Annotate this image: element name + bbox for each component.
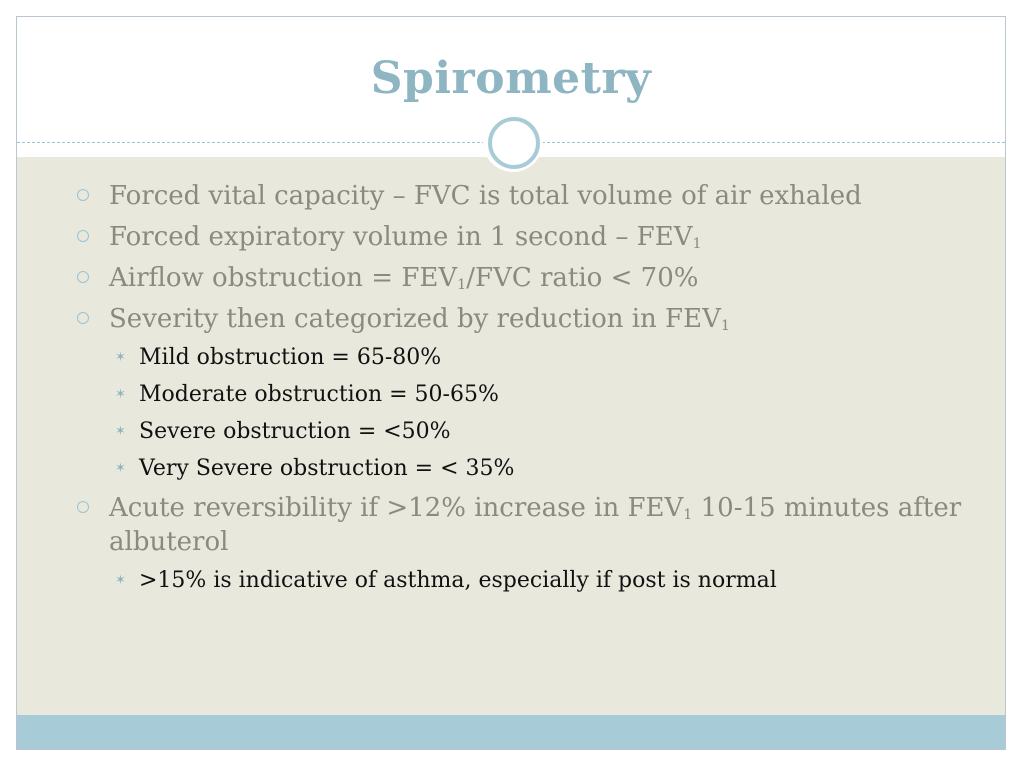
bullet-item: Forced expiratory volume in 1 second – F…: [73, 220, 993, 254]
bullet-item: Forced vital capacity – FVC is total vol…: [73, 179, 993, 213]
slide-body: [17, 157, 1005, 715]
star-bullet-icon: ✶: [115, 424, 126, 439]
hollow-circle-bullet-icon: [77, 189, 89, 201]
bullet-text: Forced vital capacity – FVC is total vol…: [109, 181, 862, 211]
bullet-list: Forced vital capacity – FVC is total vol…: [73, 179, 993, 603]
slide-frame: Spirometry Forced vital capacity – FVC i…: [16, 16, 1006, 750]
hollow-circle-bullet-icon: [77, 312, 89, 324]
star-bullet-icon: ✶: [115, 350, 126, 365]
hollow-circle-bullet-icon: [77, 501, 89, 513]
hollow-circle-bullet-icon: [77, 230, 89, 242]
sub-bullet-item: ✶ Very Severe obstruction = < 35%: [73, 454, 993, 484]
bullet-item: Acute reversibility if >12% increase in …: [73, 491, 993, 559]
sub-bullet-item: ✶ >15% is indicative of asthma, especiall…: [73, 566, 993, 596]
sub-bullet-item: ✶ Moderate obstruction = 50-65%: [73, 380, 993, 410]
sub-bullet-item: ✶ Severe obstruction = <50%: [73, 417, 993, 447]
footer-band: [17, 715, 1005, 749]
ornament-ring: [488, 117, 540, 169]
bullet-text: Airflow obstruction = FEV1/FVC ratio < 7…: [109, 263, 699, 293]
star-bullet-icon: ✶: [115, 387, 126, 402]
slide-title: Spirometry: [370, 53, 652, 104]
star-bullet-icon: ✶: [115, 461, 126, 476]
star-bullet-icon: ✶: [115, 573, 126, 588]
bullet-text: Severity then categorized by reduction i…: [109, 304, 730, 334]
bullet-item: Severity then categorized by reduction i…: [73, 302, 993, 336]
hollow-circle-bullet-icon: [77, 271, 89, 283]
bullet-text: Forced expiratory volume in 1 second – F…: [109, 222, 702, 252]
sub-bullet-item: ✶ Mild obstruction = 65-80%: [73, 343, 993, 373]
bullet-item: Airflow obstruction = FEV1/FVC ratio < 7…: [73, 261, 993, 295]
bullet-text: Acute reversibility if >12% increase in …: [109, 493, 962, 557]
